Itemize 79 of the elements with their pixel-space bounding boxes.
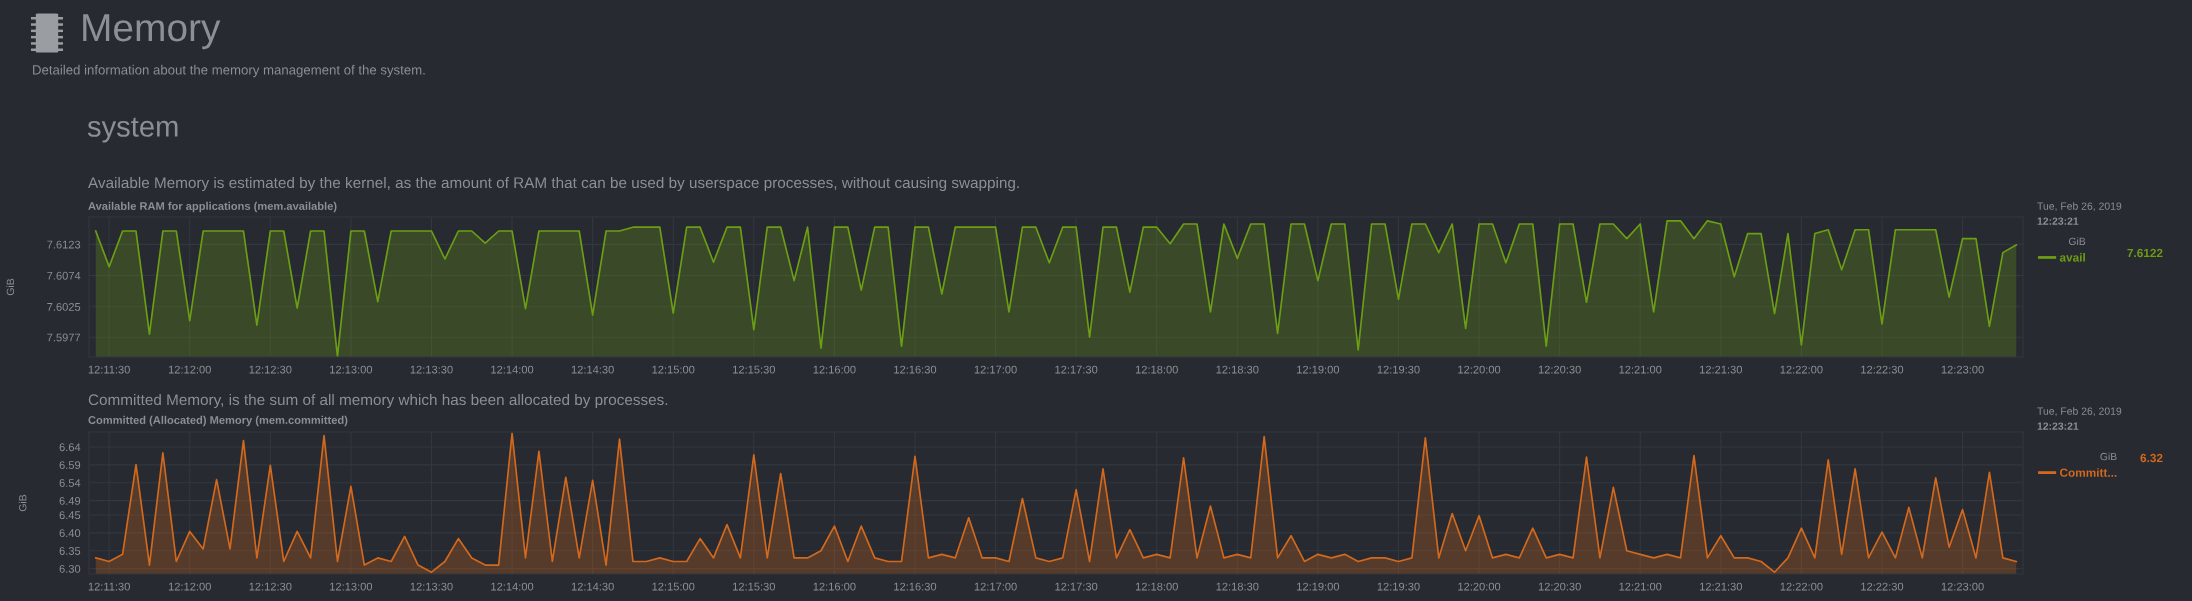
x-tick-label: 12:20:00 [1458, 365, 1501, 374]
chart-subtitle: Available Memory is estimated by the kernel, as the amount of RAM that can be used by userspace processes, without causing swapping. [88, 176, 1019, 192]
x-tick-label: 12:21:30 [1700, 365, 1743, 374]
x-tick-label: 12:16:00 [813, 582, 856, 591]
x-tick-label: 12:14:30 [571, 582, 614, 591]
x-tick-label: 12:22:30 [1861, 582, 1904, 591]
y-tick-label: 6.30 [59, 564, 81, 573]
text: 12:23:21 [2037, 422, 2079, 430]
text: Tue, Feb 26, 2019 [2037, 407, 2122, 417]
text: 6.32 [2140, 453, 2163, 463]
x-tick-label: 12:11:30 [88, 582, 130, 591]
x-tick-label: 12:12:30 [249, 582, 292, 591]
text: system [87, 117, 178, 143]
x-tick-label: 12:18:00 [1135, 582, 1178, 591]
y-tick-label: 6.40 [59, 529, 81, 537]
text: Tue, Feb 26, 2019 [2037, 202, 2122, 212]
x-tick-label: 12:20:00 [1458, 582, 1501, 591]
x-tick-label: 12:23:00 [1941, 582, 1984, 591]
x-tick-label: 12:14:00 [491, 365, 534, 374]
x-tick-label: 12:18:00 [1135, 365, 1178, 374]
x-tick-label: 12:21:30 [1700, 582, 1743, 591]
x-tick-label: 12:19:00 [1297, 365, 1340, 374]
x-tick-label: 12:13:30 [410, 365, 453, 374]
x-tick-label: 12:15:30 [733, 365, 776, 374]
x-tick-label: 12:15:00 [652, 365, 695, 374]
y-tick-label: 7.6074 [47, 271, 81, 280]
x-tick-label: 12:14:00 [491, 582, 534, 591]
y-tick-label: 6.64 [59, 443, 81, 452]
x-tick-label: 12:15:30 [733, 582, 776, 591]
x-tick-label: 12:19:30 [1377, 365, 1420, 374]
x-tick-label: 12:16:00 [813, 365, 856, 374]
legend-label: Committ... [2059, 468, 2117, 477]
chart-title: Committed (Allocated) Memory (mem.committed) [88, 415, 348, 427]
x-tick-label: 12:11:30 [88, 365, 130, 374]
legend-title: GiB [2100, 452, 2117, 461]
text: 7.6122 [2127, 248, 2163, 258]
x-tick-label: 12:16:30 [894, 365, 937, 374]
x-tick-label: 12:19:30 [1377, 582, 1420, 591]
x-tick-label: 12:20:30 [1538, 582, 1581, 591]
y-tick-label: 6.54 [59, 479, 81, 487]
x-tick-label: 12:13:30 [410, 582, 453, 591]
x-tick-label: 12:17:30 [1055, 365, 1098, 374]
x-tick-label: 12:22:00 [1780, 582, 1823, 591]
chart-title: Available RAM for applications (mem.available) [88, 201, 337, 213]
x-tick-label: 12:12:00 [168, 582, 211, 591]
text: Memory [83, 14, 221, 50]
x-tick-label: 12:12:30 [249, 365, 292, 374]
x-tick-label: 12:15:00 [652, 582, 695, 591]
y-tick-label: 6.59 [59, 461, 81, 470]
x-tick-label: 12:19:00 [1297, 582, 1340, 591]
x-tick-label: 12:17:30 [1055, 582, 1098, 591]
x-tick-label: 12:14:30 [571, 365, 614, 374]
text: 12:23:21 [2037, 217, 2079, 225]
x-tick-label: 12:21:00 [1619, 365, 1662, 374]
x-tick-label: 12:13:00 [330, 365, 373, 374]
legend-title: GiB [2068, 237, 2086, 246]
x-tick-label: 12:13:00 [330, 582, 373, 591]
x-tick-label: 12:17:00 [974, 365, 1017, 374]
y-tick-label: 7.6025 [47, 302, 81, 311]
x-tick-label: 12:18:30 [1216, 365, 1259, 374]
x-tick-label: 12:12:00 [168, 365, 211, 374]
x-tick-label: 12:17:00 [974, 582, 1017, 591]
x-tick-label: 12:23:00 [1941, 365, 1984, 374]
y-tick-label: 7.6123 [47, 240, 81, 249]
y-tick-label: 6.49 [59, 496, 81, 505]
text: Detailed information about the memory management of the system. [33, 64, 425, 78]
y-tick-label: 6.45 [59, 511, 81, 520]
chart-subtitle: Committed Memory, is the sum of all memory which has been allocated by processes. [88, 393, 668, 409]
x-tick-label: 12:22:00 [1780, 365, 1823, 374]
x-tick-label: 12:20:30 [1538, 365, 1581, 374]
x-tick-label: 12:21:00 [1619, 582, 1662, 591]
y-axis-title: GiB [18, 494, 27, 512]
legend-label: avail [2059, 253, 2085, 262]
y-tick-label: 7.5977 [47, 333, 81, 342]
y-tick-label: 6.35 [59, 547, 81, 555]
x-tick-label: 12:16:30 [894, 582, 937, 591]
x-tick-label: 12:22:30 [1861, 365, 1904, 374]
x-tick-label: 12:18:30 [1216, 582, 1259, 591]
y-axis-title: GiB [6, 278, 15, 296]
